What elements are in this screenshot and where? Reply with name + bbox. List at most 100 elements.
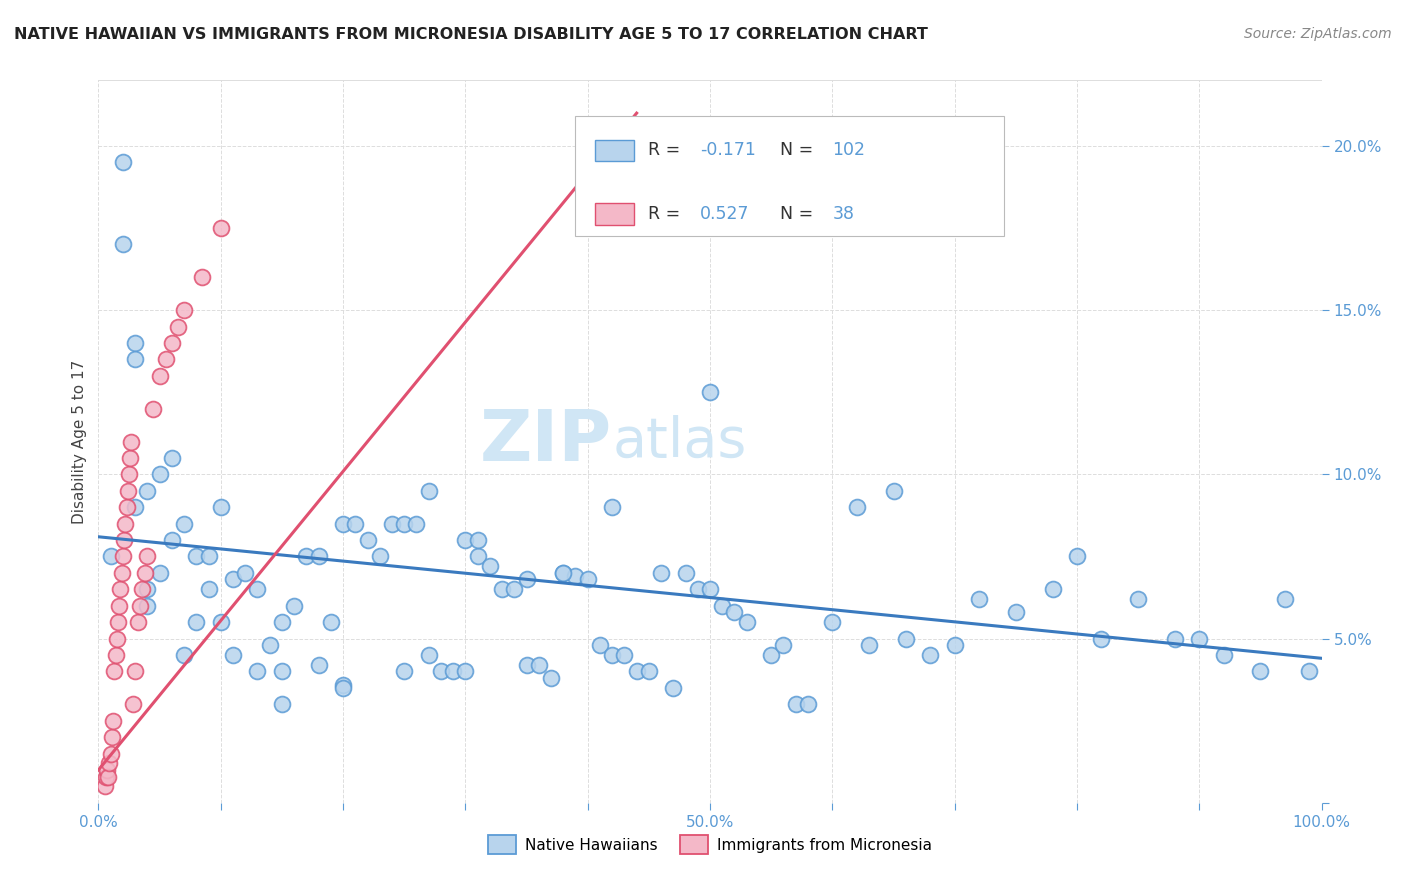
Point [589,638,612,652]
Point [626,665,648,679]
Point [553,566,575,580]
Point [418,648,440,662]
Point [699,385,721,400]
Point [430,665,453,679]
Point [160,533,183,547]
Text: atlas: atlas [612,415,747,468]
Text: 38: 38 [832,205,855,223]
Point [149,566,172,580]
Point [491,582,513,597]
Point [124,352,146,367]
Point [308,549,330,564]
Point [111,237,134,252]
Point [127,615,149,630]
Point [111,566,134,580]
Point [1090,632,1112,646]
Point [98,756,121,771]
Point [1249,665,1271,679]
Point [332,516,354,531]
Point [515,573,537,587]
Point [675,566,697,580]
Point [392,665,416,679]
Point [478,559,501,574]
Point [93,780,115,794]
Point [454,533,477,547]
Point [883,483,905,498]
Point [553,566,575,580]
Point [1298,665,1320,679]
Point [173,516,195,531]
Point [209,221,232,235]
Point [134,566,156,580]
Point [142,401,165,416]
Point [1188,632,1211,646]
Point [711,599,734,613]
Point [344,516,367,531]
Point [97,770,120,784]
Point [785,698,807,712]
Point [283,599,305,613]
Point [454,665,477,679]
Point [115,500,138,515]
Point [131,582,153,597]
Point [662,681,685,695]
Point [124,336,146,351]
Point [319,615,342,630]
Point [270,698,294,712]
Point [943,638,966,652]
Point [108,599,131,613]
Text: N =: N = [780,205,818,223]
Point [136,483,159,498]
FancyBboxPatch shape [575,116,1004,235]
Point [821,615,844,630]
Point [858,638,880,652]
Point [1274,592,1296,607]
Y-axis label: Disability Age 5 to 17: Disability Age 5 to 17 [72,359,87,524]
Point [111,549,134,564]
Point [1128,592,1150,607]
Point [259,638,281,652]
Point [503,582,526,597]
Point [467,549,489,564]
Point [845,500,868,515]
Point [101,714,124,728]
Point [191,270,214,285]
Point [104,648,127,662]
Point [1212,648,1234,662]
Point [527,657,550,672]
Legend: Native Hawaiians, Immigrants from Micronesia: Native Hawaiians, Immigrants from Micron… [482,830,938,860]
Point [699,582,721,597]
Point [1164,632,1187,646]
Point [209,500,232,515]
Point [332,681,354,695]
FancyBboxPatch shape [595,203,634,225]
Point [441,665,464,679]
Point [160,336,183,351]
Point [1066,549,1088,564]
Point [761,648,783,662]
Point [418,483,440,498]
Point [120,434,142,449]
Point [894,632,917,646]
Point [564,569,586,583]
Point [246,582,269,597]
Point [149,467,172,482]
Text: R =: R = [648,205,685,223]
Point [405,516,427,531]
Text: -0.171: -0.171 [700,141,756,160]
Point [112,533,135,547]
Point [129,599,152,613]
Point [600,648,623,662]
Point [124,665,146,679]
Point [686,582,709,597]
Point [515,657,537,672]
Point [295,549,318,564]
Point [124,500,146,515]
Text: ZIP: ZIP [479,407,612,476]
Point [160,450,183,465]
Point [103,665,125,679]
Point [467,533,489,547]
Point [173,648,195,662]
Point [120,450,142,465]
Point [723,605,745,619]
